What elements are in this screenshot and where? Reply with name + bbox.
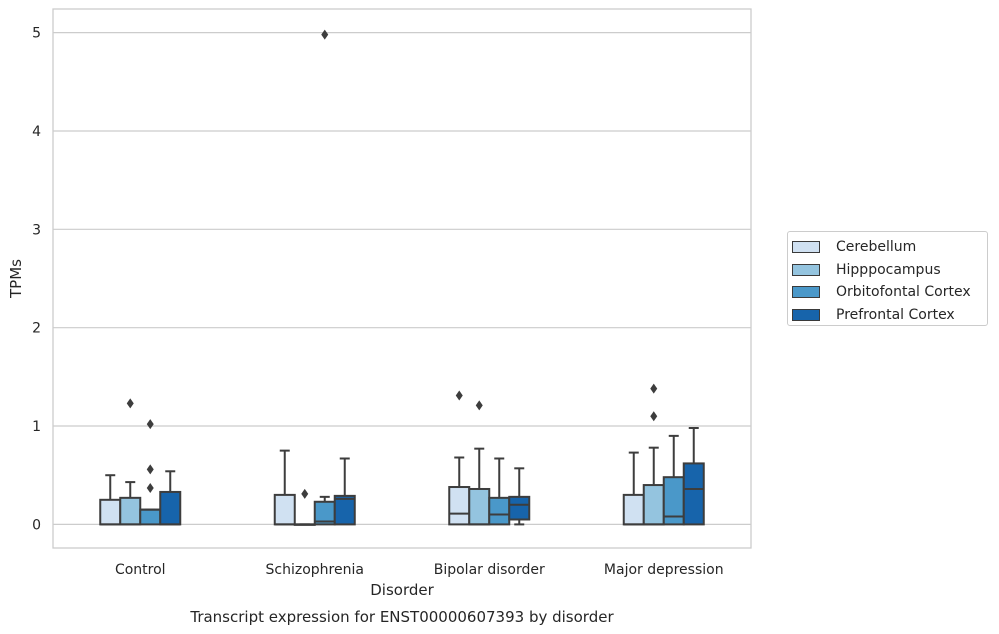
- plot-frame: [52, 8, 752, 549]
- legend: Cerebellum Hipppocampus Orbitofontal Cor…: [787, 231, 988, 326]
- legend-label: Prefrontal Cortex: [836, 306, 955, 323]
- box-body: [139, 508, 162, 526]
- outlier-point: [126, 398, 134, 409]
- x-tick-label: Bipolar disorder: [434, 562, 545, 578]
- box-body: [119, 496, 142, 526]
- y-tick-label: 2: [32, 321, 41, 337]
- box-body: [333, 494, 356, 526]
- box-3-0: [622, 451, 645, 526]
- box-0-0: [99, 474, 122, 526]
- x-tick-label: Schizophrenia: [266, 562, 364, 578]
- legend-swatch: [792, 241, 820, 254]
- box-1-0: [273, 449, 296, 526]
- box-body: [622, 493, 645, 526]
- box-body: [448, 486, 471, 526]
- box-body: [682, 462, 705, 526]
- box-2-1: [468, 400, 491, 526]
- box-2-0: [448, 390, 471, 526]
- outlier-point: [146, 419, 154, 430]
- legend-item-orbitofrontal-cortex: Orbitofontal Cortex: [792, 281, 987, 304]
- box-2-2: [488, 457, 511, 526]
- outlier-point: [650, 411, 658, 422]
- chart-caption: Transcript expression for ENST0000060739…: [189, 608, 614, 626]
- box-2-3: [508, 467, 531, 526]
- outlier-point: [146, 483, 154, 494]
- y-tick-label: 3: [32, 222, 41, 238]
- box-3-2: [662, 434, 685, 526]
- outlier-point: [475, 400, 483, 411]
- x-tick-label: Major depression: [604, 562, 724, 578]
- legend-swatch: [792, 263, 820, 276]
- box-1-1: [293, 488, 316, 526]
- outlier-point: [321, 29, 329, 40]
- legend-swatch: [792, 308, 820, 321]
- legend-item-prefrontal-cortex: Prefrontal Cortex: [792, 304, 987, 327]
- x-tick-label: Control: [115, 562, 166, 578]
- box-1-3: [333, 457, 356, 526]
- box-1-2: [313, 29, 336, 526]
- box-body: [159, 490, 182, 526]
- box-3-3: [682, 427, 705, 526]
- box-3-1: [642, 383, 665, 526]
- box-body: [99, 498, 122, 526]
- outlier-point: [650, 383, 658, 394]
- outlier-point: [301, 488, 309, 499]
- box-body: [508, 495, 531, 521]
- box-0-2: [139, 419, 162, 526]
- outlier-point: [146, 464, 154, 475]
- legend-label: Hipppocampus: [836, 261, 941, 278]
- y-axis-label: TPMs: [7, 259, 25, 299]
- legend-label: Orbitofontal Cortex: [836, 284, 971, 301]
- box-body: [488, 496, 511, 526]
- y-tick-label: 0: [32, 517, 41, 533]
- legend-swatch: [792, 286, 820, 299]
- outlier-point: [455, 390, 463, 401]
- box-0-3: [159, 470, 182, 526]
- legend-label: Cerebellum: [836, 239, 917, 256]
- box-body: [642, 484, 665, 526]
- y-tick-label: 5: [32, 26, 41, 42]
- box-0-1: [119, 398, 142, 526]
- y-tick-label: 4: [32, 124, 41, 140]
- box-body: [468, 487, 491, 526]
- y-tick-label: 1: [32, 419, 41, 435]
- legend-item-cerebellum: Cerebellum: [792, 236, 987, 259]
- legend-item-hippocampus: Hipppocampus: [792, 259, 987, 282]
- x-axis-label: Disorder: [370, 581, 434, 599]
- box-body: [273, 493, 296, 526]
